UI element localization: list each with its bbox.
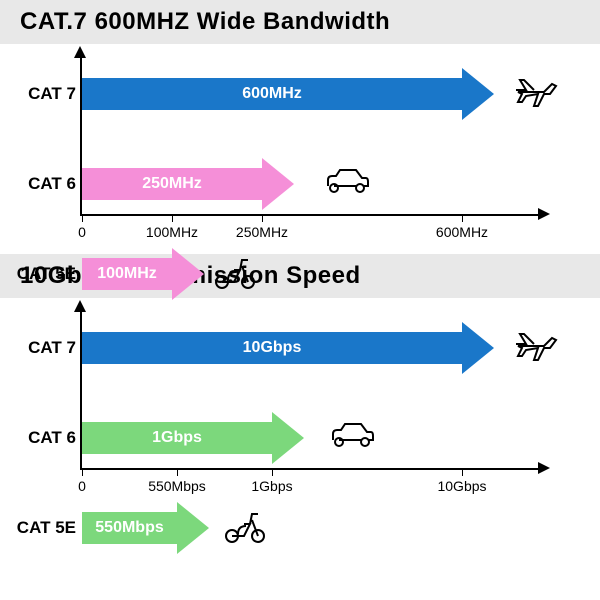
row-label: CAT 6: [4, 428, 76, 448]
bar-value-label: 550Mbps: [82, 512, 177, 544]
tick-mark: [462, 214, 463, 222]
plane-icon: [512, 326, 560, 371]
bar-arrow-tip-icon: [272, 412, 304, 464]
tick-mark: [172, 214, 173, 222]
tick-mark: [82, 468, 83, 476]
bar-value-label: 250MHz: [82, 168, 262, 200]
bar-row: CAT 5E100MHz: [82, 252, 542, 296]
tick-mark: [462, 468, 463, 476]
tick-label: 0: [78, 478, 86, 494]
car-icon: [322, 162, 372, 203]
tick-label: 600MHz: [436, 224, 488, 240]
bandwidth-title: CAT.7 600MHZ Wide Bandwidth: [0, 0, 600, 44]
bar-arrow-tip-icon: [177, 502, 209, 554]
tick-mark: [262, 214, 263, 222]
tick-mark: [82, 214, 83, 222]
speed-chart: CAT 710GbpsCAT 61GbpsCAT 5E550Mbps 0550M…: [0, 298, 600, 508]
bar-arrow-tip-icon: [462, 68, 494, 120]
bar-value-label: 1Gbps: [82, 422, 272, 454]
bar-arrow: 600MHz: [82, 78, 494, 110]
tick-label: 250MHz: [236, 224, 288, 240]
tick-mark: [272, 468, 273, 476]
row-label: CAT 6: [4, 174, 76, 194]
bar-arrow-tip-icon: [462, 322, 494, 374]
bar-arrow: 550Mbps: [82, 512, 209, 544]
bar-row: CAT 6250MHz: [82, 162, 542, 206]
bandwidth-chart: CAT 7600MHzCAT 6250MHzCAT 5E100MHz 0100M…: [0, 44, 600, 254]
bar-row: CAT 7600MHz: [82, 72, 542, 116]
bar-row: CAT 5E550Mbps: [82, 506, 542, 550]
bar-arrow: 10Gbps: [82, 332, 494, 364]
bar-value-label: 10Gbps: [82, 332, 462, 364]
tick-label: 100MHz: [146, 224, 198, 240]
row-label: CAT 5E: [4, 518, 76, 538]
bar-arrow-tip-icon: [262, 158, 294, 210]
scooter-icon: [212, 252, 258, 297]
bar-row: CAT 710Gbps: [82, 326, 542, 370]
y-axis-arrow-icon: [74, 300, 86, 312]
bar-arrow: 250MHz: [82, 168, 294, 200]
bar-arrow: 100MHz: [82, 258, 204, 290]
tick-mark: [177, 468, 178, 476]
tick-label: 0: [78, 224, 86, 240]
y-axis-arrow-icon: [74, 46, 86, 58]
car-icon: [327, 416, 377, 457]
bandwidth-section: CAT.7 600MHZ Wide Bandwidth CAT 7600MHzC…: [0, 0, 600, 254]
row-label: CAT 7: [4, 338, 76, 358]
bar-row: CAT 61Gbps: [82, 416, 542, 460]
bar-value-label: 600MHz: [82, 78, 462, 110]
tick-label: 550Mbps: [148, 478, 206, 494]
tick-label: 10Gbps: [437, 478, 486, 494]
plane-icon: [512, 72, 560, 117]
bar-arrow: 1Gbps: [82, 422, 304, 454]
bar-value-label: 100MHz: [82, 258, 172, 290]
row-label: CAT 5E: [4, 264, 76, 284]
bar-arrow-tip-icon: [172, 248, 204, 300]
row-label: CAT 7: [4, 84, 76, 104]
scooter-icon: [222, 506, 268, 551]
tick-label: 1Gbps: [251, 478, 292, 494]
